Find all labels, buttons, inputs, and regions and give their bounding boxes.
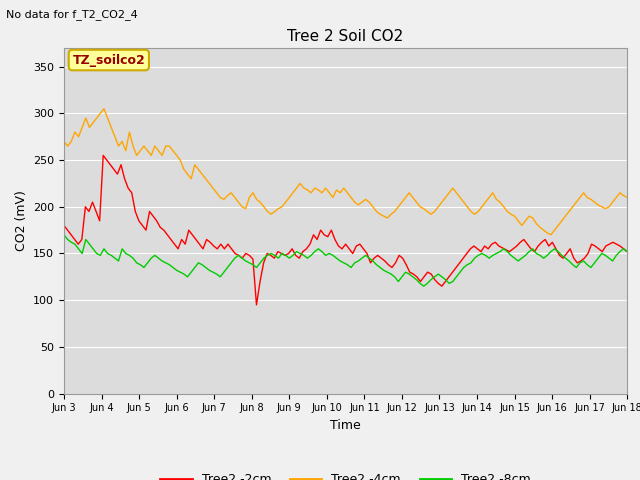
Tree2 -8cm <box>292 249 300 254</box>
Line: Tree2 -8cm: Tree2 -8cm <box>64 235 627 286</box>
Tree2 -2cm <box>292 252 300 258</box>
Tree2 -8cm <box>271 252 278 258</box>
Tree2 -2cm <box>541 237 549 242</box>
Title: Tree 2 Soil CO2: Tree 2 Soil CO2 <box>287 29 404 44</box>
Tree2 -4cm <box>100 106 108 111</box>
Y-axis label: CO2 (mV): CO2 (mV) <box>15 191 28 251</box>
Tree2 -2cm <box>221 246 228 252</box>
Tree2 -8cm <box>202 264 209 270</box>
Tree2 -8cm <box>394 278 402 284</box>
Legend: Tree2 -2cm, Tree2 -4cm, Tree2 -8cm: Tree2 -2cm, Tree2 -4cm, Tree2 -8cm <box>156 468 536 480</box>
Line: Tree2 -4cm: Tree2 -4cm <box>64 108 627 235</box>
Tree2 -8cm <box>60 232 68 238</box>
Tree2 -4cm <box>518 223 525 228</box>
Tree2 -8cm <box>518 255 525 261</box>
Tree2 -2cm <box>428 271 435 277</box>
Tree2 -4cm <box>452 190 460 196</box>
Text: No data for f_T2_CO2_4: No data for f_T2_CO2_4 <box>6 9 138 20</box>
Tree2 -2cm <box>99 153 107 158</box>
Tree2 -4cm <box>296 180 304 186</box>
Tree2 -2cm <box>477 249 485 254</box>
Tree2 -8cm <box>452 274 460 280</box>
Tree2 -8cm <box>623 249 631 254</box>
Tree2 -4cm <box>547 232 555 238</box>
Tree2 -4cm <box>275 206 282 212</box>
Tree2 -8cm <box>420 283 428 289</box>
Tree2 -2cm <box>623 249 631 254</box>
Tree2 -4cm <box>205 180 213 186</box>
Tree2 -4cm <box>60 139 68 144</box>
Tree2 -4cm <box>398 199 406 205</box>
Tree2 -4cm <box>623 194 631 200</box>
Line: Tree2 -2cm: Tree2 -2cm <box>64 156 627 305</box>
Tree2 -2cm <box>60 223 68 228</box>
X-axis label: Time: Time <box>330 419 361 432</box>
Tree2 -2cm <box>253 302 260 308</box>
Text: TZ_soilco2: TZ_soilco2 <box>72 54 145 67</box>
Tree2 -2cm <box>246 252 253 258</box>
